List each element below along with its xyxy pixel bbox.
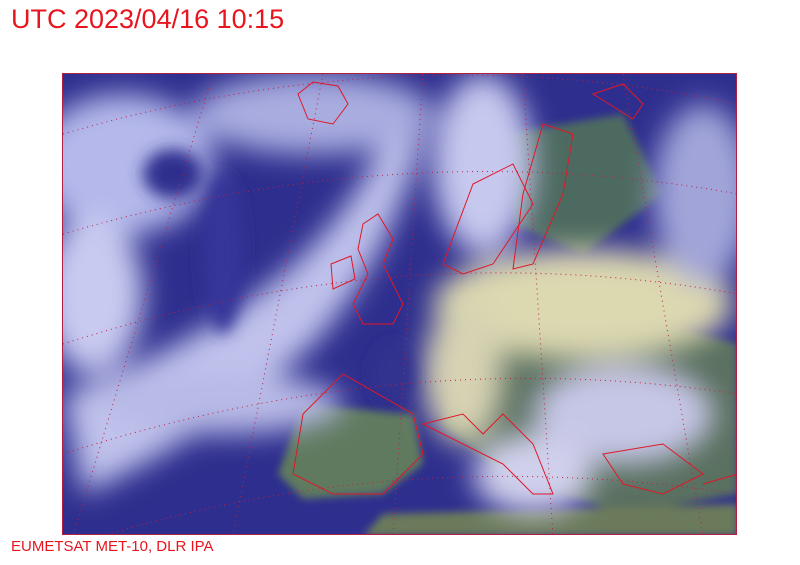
image-credit: EUMETSAT MET-10, DLR IPA: [11, 538, 214, 555]
coastlines: [292, 81, 736, 495]
graticule: [63, 74, 736, 534]
satellite-image: [62, 73, 737, 535]
satellite-imagery: [63, 74, 736, 534]
timestamp-title: UTC 2023/04/16 10:15: [11, 4, 285, 34]
